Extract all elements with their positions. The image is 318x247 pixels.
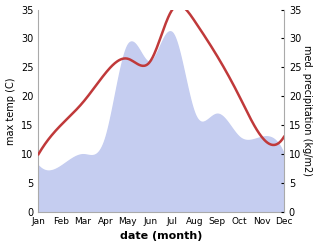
Y-axis label: med. precipitation (kg/m2): med. precipitation (kg/m2) bbox=[302, 45, 313, 176]
Y-axis label: max temp (C): max temp (C) bbox=[5, 77, 16, 144]
X-axis label: date (month): date (month) bbox=[120, 231, 203, 242]
